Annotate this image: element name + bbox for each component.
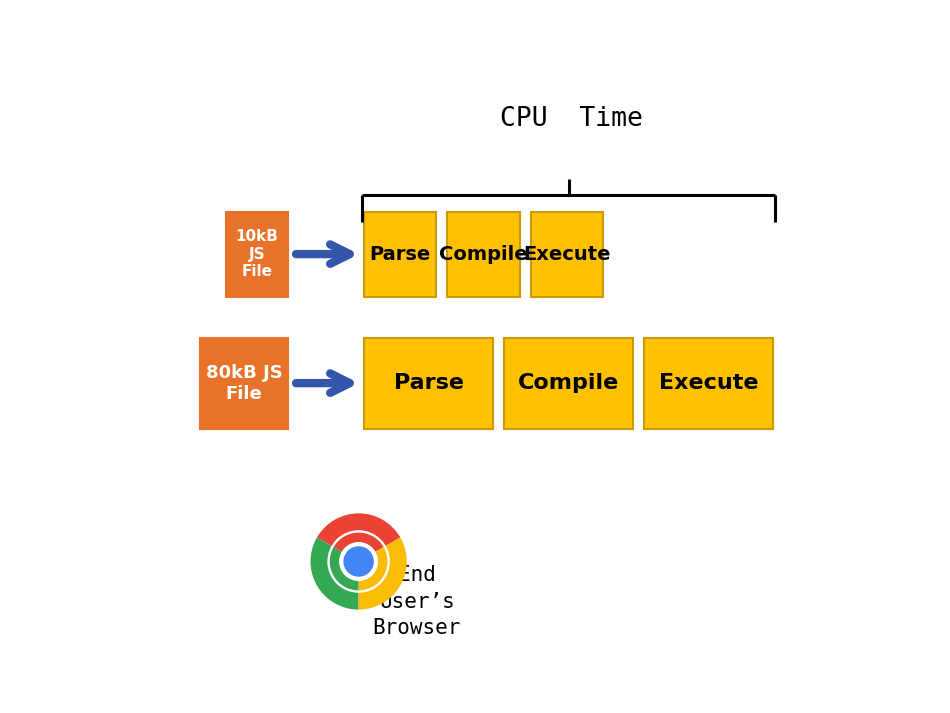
Wedge shape	[333, 533, 384, 562]
Circle shape	[339, 542, 378, 580]
Circle shape	[341, 544, 376, 579]
Text: 10kB
JS
File: 10kB JS File	[236, 230, 278, 279]
Text: CPU  Time: CPU Time	[500, 106, 643, 131]
FancyBboxPatch shape	[200, 338, 288, 429]
Circle shape	[328, 530, 390, 593]
FancyBboxPatch shape	[447, 212, 520, 297]
Text: Compile: Compile	[518, 374, 619, 394]
Wedge shape	[317, 513, 400, 562]
Wedge shape	[359, 547, 388, 590]
Text: Execute: Execute	[658, 374, 758, 394]
Wedge shape	[330, 547, 359, 590]
FancyBboxPatch shape	[504, 338, 633, 429]
FancyBboxPatch shape	[531, 212, 603, 297]
Wedge shape	[359, 538, 407, 610]
Text: Execute: Execute	[523, 245, 611, 264]
FancyBboxPatch shape	[644, 338, 773, 429]
FancyBboxPatch shape	[225, 212, 288, 297]
Text: End
User’s
Browser: End User’s Browser	[372, 565, 461, 638]
Text: Parse: Parse	[393, 374, 464, 394]
FancyBboxPatch shape	[364, 338, 493, 429]
Text: 80kB JS
File: 80kB JS File	[205, 364, 282, 403]
Text: Compile: Compile	[439, 245, 528, 264]
FancyBboxPatch shape	[364, 212, 436, 297]
Text: Parse: Parse	[370, 245, 431, 264]
Wedge shape	[311, 538, 359, 610]
